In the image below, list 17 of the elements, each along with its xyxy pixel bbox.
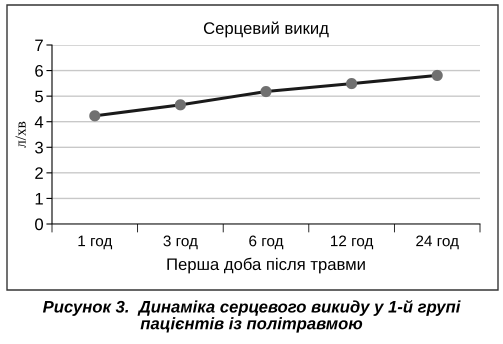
y-tick-label: 0 <box>35 218 44 230</box>
y-tick-label: 6 <box>35 64 43 77</box>
x-axis-title: Перша доба після травми <box>167 258 365 274</box>
text: Рисунок 3. Динаміка серцевого викиду у 1-й групі пацієнтів із політравмою <box>42 300 461 333</box>
chart-title: Серцевий викид <box>204 22 329 38</box>
y-tick-label: 5 <box>35 90 43 102</box>
y-axis-title: л/хв <box>16 122 26 148</box>
y-tick-label: 4 <box>34 116 44 128</box>
x-tick-label: 6 год <box>249 236 284 250</box>
y-tick-label: 1 <box>36 193 43 204</box>
y-tick-label: 3 <box>35 142 43 154</box>
y-tick-label: 2 <box>35 167 43 179</box>
x-tick-label: 3 год <box>163 236 198 250</box>
x-tick-label: 1 год <box>78 236 112 250</box>
x-tick-label: 24 год <box>416 236 459 250</box>
y-tick-label: 7 <box>35 40 43 52</box>
x-tick-label: 12 год <box>331 236 374 250</box>
